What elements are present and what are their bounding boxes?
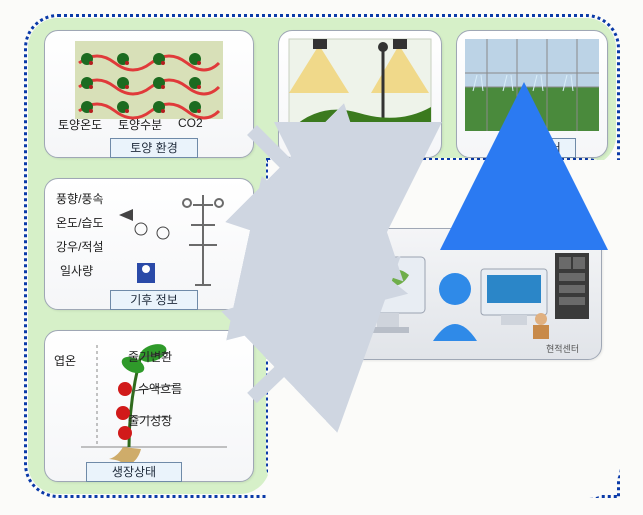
diagram-root: { "geometry": { "canvas": {"w":643,"h":5… <box>0 0 643 515</box>
arrow-center-to-irrig <box>0 0 643 515</box>
